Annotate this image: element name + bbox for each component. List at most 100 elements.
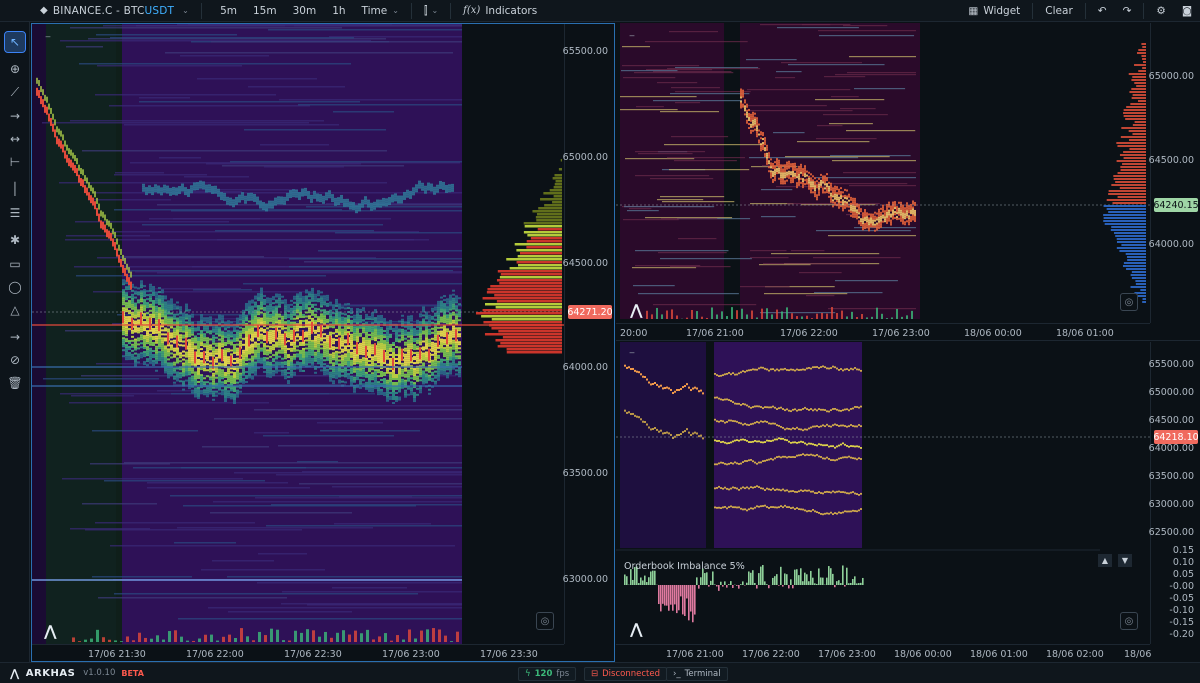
cycle-icon[interactable]: ✱ bbox=[9, 233, 21, 247]
time-label: Time bbox=[361, 4, 388, 17]
timeframe-1h[interactable]: 1h bbox=[332, 4, 346, 17]
timeframe-30m[interactable]: 30m bbox=[292, 4, 317, 17]
y-tick: 64500.00 bbox=[562, 258, 608, 269]
x-tick: 17/06 23:00 bbox=[818, 649, 876, 660]
horizontal-lines-icon[interactable]: ☰ bbox=[9, 206, 21, 220]
main-heatmap bbox=[32, 24, 564, 644]
indicator-tick: -0.15 bbox=[1169, 617, 1194, 628]
move-up-icon[interactable]: ▲ bbox=[1098, 554, 1112, 567]
y-tick: 64000.00 bbox=[1148, 443, 1194, 454]
y-tick: 62500.00 bbox=[1148, 527, 1194, 538]
divider bbox=[201, 2, 203, 19]
indicators-button[interactable]: f(x) Indicators bbox=[455, 0, 545, 22]
clear-button[interactable]: Clear bbox=[1045, 5, 1073, 17]
y-tick: 63000.00 bbox=[1148, 499, 1194, 510]
divider bbox=[1143, 3, 1145, 19]
indicator-title: Orderbook Imbalance 5% bbox=[624, 561, 745, 572]
main-heatmap-chart[interactable]: ‒ ⇱ ✕ 65500.00 65000.00 64500.00 64000.0… bbox=[31, 23, 615, 662]
main-price-axis[interactable]: 65500.00 65000.00 64500.00 64000.00 6350… bbox=[562, 24, 614, 644]
symbol-selector[interactable]: ◆ BINANCE.C - BTC USDT ⌄ bbox=[0, 0, 197, 22]
indicator-tick: -0.20 bbox=[1169, 629, 1194, 640]
crosshair-icon[interactable]: ⊕ bbox=[9, 62, 21, 76]
widget-label: Widget bbox=[983, 5, 1021, 17]
indicator-tick: -0.10 bbox=[1169, 605, 1194, 616]
x-tick: 17/06 23:00 bbox=[382, 649, 440, 660]
timeframe-15m[interactable]: 15m bbox=[253, 4, 277, 17]
rectangle-icon[interactable]: ▭ bbox=[9, 257, 21, 271]
top-right-heatmap bbox=[616, 23, 1150, 323]
chart-settings-icon[interactable]: ◎ bbox=[1120, 293, 1138, 311]
extended-line-icon[interactable]: ↔ bbox=[9, 132, 21, 146]
last-price-tag: 64218.10 bbox=[1153, 430, 1199, 444]
trash-icon[interactable]: 🗑 bbox=[7, 376, 23, 390]
indicator-tick: 0.05 bbox=[1172, 569, 1194, 580]
collapse-icon[interactable]: ‒ bbox=[629, 31, 635, 41]
chevron-down-icon: ⌄ bbox=[431, 6, 439, 15]
bottom-right-price-axis[interactable]: 65500.00 65000.00 64500.00 64000.00 6350… bbox=[1148, 342, 1200, 644]
triangle-icon[interactable]: △ bbox=[10, 303, 20, 317]
collapse-icon[interactable]: ‒ bbox=[45, 32, 51, 42]
ray-icon[interactable]: → bbox=[9, 109, 21, 123]
undo-icon[interactable]: ↶ bbox=[1097, 5, 1107, 17]
indicator-tick: -0.00 bbox=[1169, 581, 1194, 592]
status-bar: ⋀ ARKHAS v1.0.10 BETA ϟ 120 fps ⊟ Discon… bbox=[0, 662, 1200, 683]
indicators-label: Indicators bbox=[485, 4, 538, 17]
y-tick: 64500.00 bbox=[1148, 415, 1194, 426]
toolbar-right: ▦ Widget Clear ↶ ↷ ⚙ ◙ bbox=[960, 0, 1200, 22]
y-tick: 63500.00 bbox=[1148, 471, 1194, 482]
main-time-axis[interactable]: 17/06 21:30 17/06 22:00 17/06 22:30 17/0… bbox=[32, 644, 564, 661]
binance-logo-icon: ◆ bbox=[40, 5, 48, 16]
trendline-icon[interactable]: ⟋ bbox=[10, 84, 20, 99]
terminal-button[interactable]: ›_ Terminal bbox=[666, 667, 728, 681]
ellipse-icon[interactable]: ◯ bbox=[8, 280, 22, 294]
move-down-icon[interactable]: ▼ bbox=[1118, 554, 1132, 567]
collapse-icon[interactable]: ‒ bbox=[629, 348, 635, 358]
x-tick: 20:00 bbox=[620, 328, 648, 339]
x-tick: 18/06 01:00 bbox=[1056, 328, 1114, 339]
y-tick: 65500.00 bbox=[562, 46, 608, 57]
settings-gear-icon[interactable]: ⚙ bbox=[1156, 5, 1166, 17]
widget-button[interactable]: ▦ Widget bbox=[960, 0, 1028, 22]
last-price-tag: 64271.20 bbox=[567, 305, 613, 319]
symbol-prefix: BINANCE.C - BTC bbox=[52, 4, 145, 17]
redo-icon[interactable]: ↷ bbox=[1122, 5, 1132, 17]
x-tick: 17/06 23:30 bbox=[480, 649, 538, 660]
camera-icon[interactable]: ◙ bbox=[1181, 5, 1192, 17]
connection-status[interactable]: ⊟ Disconnected bbox=[584, 667, 667, 681]
x-tick: 18/06 02:00 bbox=[1046, 649, 1104, 660]
bottom-right-heatmap bbox=[616, 342, 1150, 644]
drawing-tool-rail: ↖ ⊕ ⟋ → ↔ ⊢ │ ☰ ✱ ▭ ◯ △ → ⊘ 🗑 bbox=[0, 22, 30, 662]
y-tick: 65000.00 bbox=[562, 152, 608, 163]
arrow-icon[interactable]: → bbox=[9, 330, 21, 344]
x-tick: 17/06 21:30 bbox=[88, 649, 146, 660]
function-icon: f(x) bbox=[463, 5, 481, 16]
brand: ⋀ ARKHAS bbox=[10, 667, 75, 680]
top-right-time-axis[interactable]: 20:00 17/06 21:00 17/06 22:00 17/06 23:0… bbox=[616, 323, 1150, 340]
cursor-arrow-icon[interactable]: ↖ bbox=[4, 31, 26, 53]
beta-badge: BETA bbox=[121, 668, 144, 678]
y-tick: 63500.00 bbox=[562, 468, 608, 479]
brand-name: ARKHAS bbox=[25, 667, 76, 679]
y-tick: 65500.00 bbox=[1148, 359, 1194, 370]
top-right-heatmap-chart[interactable]: ‒ 65000.00 64500.00 64000.00 64240.15 20… bbox=[616, 23, 1200, 341]
x-tick: 18/06 01:00 bbox=[970, 649, 1028, 660]
x-tick: 17/06 22:00 bbox=[186, 649, 244, 660]
vertical-line-icon[interactable]: │ bbox=[11, 182, 19, 196]
time-dropdown[interactable]: Time ⌄ bbox=[354, 0, 407, 22]
timeframe-5m[interactable]: 5m bbox=[220, 4, 237, 17]
horizontal-segment-icon[interactable]: ⊢ bbox=[9, 155, 21, 169]
y-tick: 65000.00 bbox=[1148, 71, 1194, 82]
arkhas-logo-icon: ⋀ bbox=[630, 620, 643, 638]
arkhas-logo-icon: ⋀ bbox=[630, 301, 643, 319]
top-right-price-axis[interactable]: 65000.00 64500.00 64000.00 64240.15 bbox=[1148, 23, 1200, 323]
bottom-right-time-axis[interactable]: 17/06 21:00 17/06 22:00 17/06 23:00 18/0… bbox=[616, 644, 1151, 662]
chart-settings-icon[interactable]: ◎ bbox=[536, 612, 554, 630]
x-tick: 18/06 00:00 bbox=[964, 328, 1022, 339]
chart-type-button[interactable]: ⫿ ⌄ bbox=[416, 0, 446, 22]
version-label: v1.0.10 bbox=[83, 668, 116, 678]
chart-settings-icon[interactable]: ◎ bbox=[1120, 612, 1138, 630]
connection-label: Disconnected bbox=[602, 669, 660, 679]
divider bbox=[450, 2, 452, 19]
bottom-right-heatmap-chart[interactable]: ‒ 65500.00 65000.00 64500.00 64000.00 63… bbox=[616, 342, 1200, 662]
hide-icon[interactable]: ⊘ bbox=[9, 353, 21, 367]
